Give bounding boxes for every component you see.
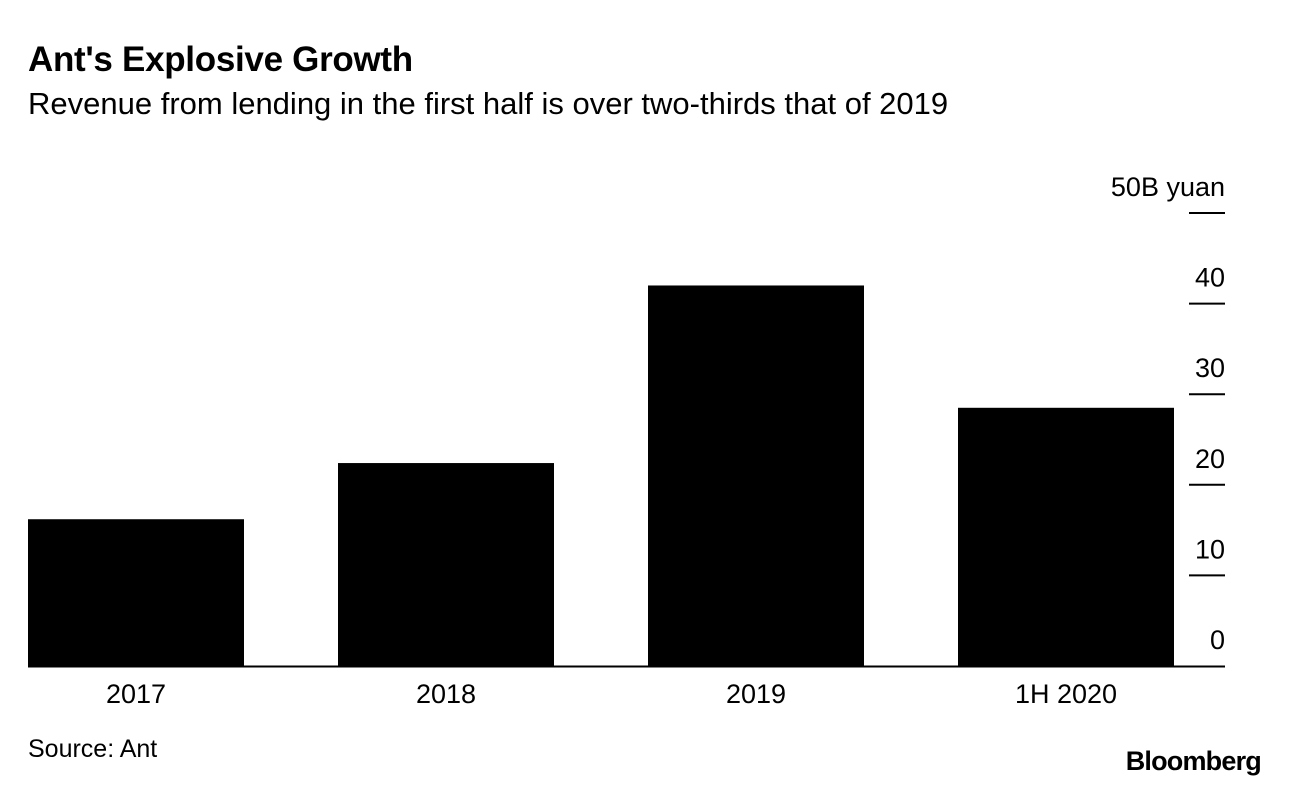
- y-unit-label: 50B yuan: [1111, 172, 1225, 202]
- bar-2019: [648, 285, 864, 666]
- x-axis: 2017 2018 2019 1H 2020: [28, 665, 1225, 709]
- y-axis: 0 10 20 30 40 50B yuan: [1111, 172, 1225, 655]
- x-tick-label: 2018: [416, 679, 476, 709]
- bar-2017: [28, 519, 244, 666]
- bar-1h-2020: [958, 407, 1174, 666]
- y-tick-label: 10: [1195, 534, 1225, 564]
- bar-2018: [338, 463, 554, 666]
- chart-subtitle: Revenue from lending in the first half i…: [28, 86, 949, 121]
- bloomberg-logo: Bloomberg: [1125, 746, 1262, 776]
- x-tick-label: 2017: [106, 679, 166, 709]
- bar-group: [28, 285, 1174, 666]
- source-note: Source: Ant: [28, 735, 158, 763]
- x-tick-label: 2019: [726, 679, 786, 709]
- y-tick-label: 40: [1195, 263, 1225, 293]
- chart-title: Ant's Explosive Growth: [28, 40, 413, 79]
- y-tick-label: 0: [1210, 625, 1225, 655]
- x-tick-label: 1H 2020: [1015, 679, 1117, 709]
- y-tick-label: 30: [1195, 353, 1225, 383]
- y-tick-label: 20: [1195, 444, 1225, 474]
